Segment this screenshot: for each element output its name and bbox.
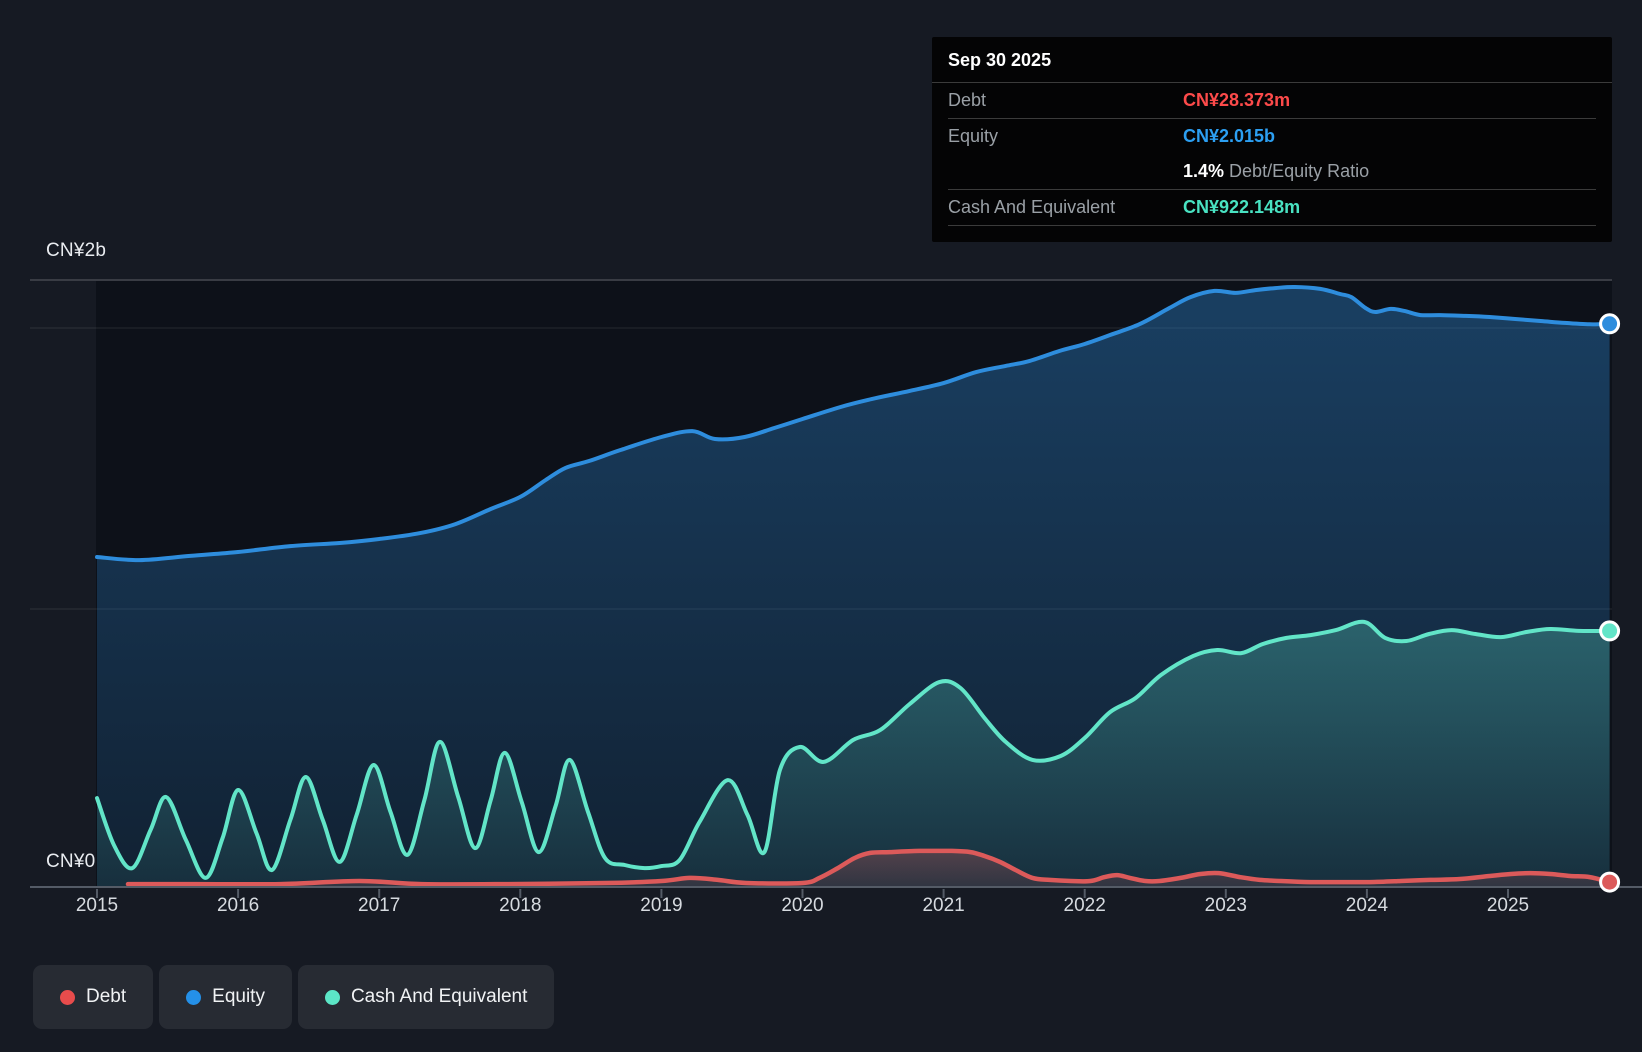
legend-dot-icon: [60, 989, 75, 1005]
tooltip-equity-label: Equity: [948, 126, 999, 146]
tooltip-debt-label: Debt: [948, 90, 987, 110]
tooltip-cash-label: Cash And Equivalent: [948, 197, 1116, 217]
tooltip-ratio-value: 1.4%: [1183, 161, 1225, 181]
legend-label: Equity: [212, 986, 265, 1007]
tooltip-ratio-label: Debt/Equity Ratio: [1229, 161, 1370, 181]
x-axis-label-2015: 2015: [75, 895, 119, 916]
x-axis-label-2018: 2018: [499, 895, 542, 916]
x-axis-label-2016: 2016: [216, 895, 260, 916]
legend-dot-icon: [324, 989, 340, 1005]
cash-and-equivalent-end-marker: [1599, 620, 1621, 642]
x-axis-label-2023: 2023: [1204, 895, 1247, 916]
x-axis-label-2025: 2025: [1486, 895, 1530, 916]
chart-tooltip: Sep 30 2025 Debt CN¥28.373m Equity CN¥2.…: [932, 37, 1612, 242]
equity-line: [95, 284, 1612, 563]
x-axis-label-2020: 2020: [781, 895, 824, 916]
x-axis-label-2024: 2024: [1345, 895, 1389, 916]
tooltip-ratio-text: 1.4% Debt/Equity Ratio: [1183, 161, 1369, 182]
legend-label: Cash And Equivalent: [350, 986, 528, 1007]
debt-line: [125, 848, 1612, 887]
debt-end-marker: [1599, 871, 1621, 893]
tooltip-cash-row: Cash And Equivalent CN¥922.148m: [948, 190, 1596, 226]
legend-chip-equity[interactable]: Equity: [159, 965, 292, 1029]
equity-end-marker: [1599, 313, 1621, 335]
tooltip-equity-row: Equity CN¥2.015b: [948, 119, 1596, 154]
tooltip-equity-value: CN¥2.015b: [1183, 126, 1276, 146]
y-axis-zero-label: CN¥0: [46, 851, 96, 872]
x-axis-label-2017: 2017: [358, 895, 401, 916]
tooltip-cash-value: CN¥922.148m: [1183, 197, 1301, 217]
tooltip-ratio-row: 1.4% Debt/Equity Ratio: [948, 154, 1596, 190]
x-axis-label-2019: 2019: [640, 895, 683, 916]
y-axis-max-label: CN¥2b: [46, 240, 107, 261]
chart-legend: Debt Equity Cash And Equivalent: [33, 965, 555, 1029]
x-axis-label-2022: 2022: [1063, 895, 1106, 916]
cash-line: [95, 619, 1612, 880]
tooltip-debt-value: CN¥28.373m: [1183, 90, 1291, 110]
legend-chip-debt[interactable]: Debt: [33, 965, 154, 1029]
tooltip-debt-row: Debt CN¥28.373m: [948, 83, 1596, 119]
legend-label: Debt: [86, 986, 127, 1007]
legend-dot-icon: [186, 989, 202, 1005]
x-axis-label-2021: 2021: [922, 895, 965, 916]
tooltip-date: Sep 30 2025: [932, 37, 1612, 83]
legend-chip-cash-and-equivalent[interactable]: Cash And Equivalent: [297, 965, 555, 1029]
cash-area: [97, 621, 1610, 888]
